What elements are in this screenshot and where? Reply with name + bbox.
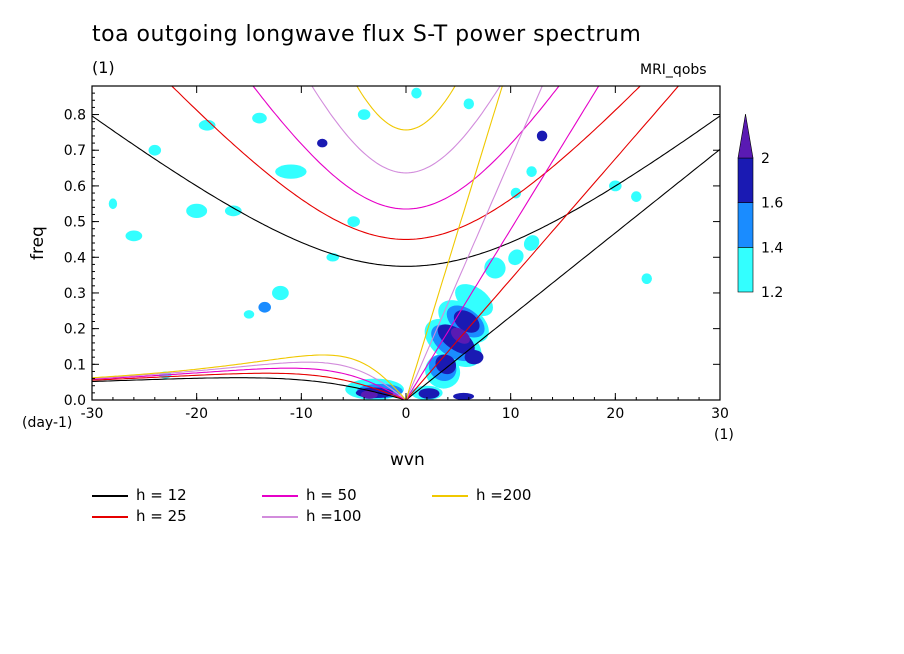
kelvin-curve [405,86,543,400]
power-blob [641,273,652,285]
power-blob [418,388,440,399]
axes: -30 -20 -10 0 10 20 30 0.0 0.1 0.2 0.3 0.4 0.5 0.6 0.7… [64,86,729,422]
rossby-curve [92,354,407,400]
kelvin-curve [405,86,680,400]
y-tick-label: 0.5 [64,215,86,231]
rossby-curve [92,367,407,400]
y-tick-label: 0.4 [64,250,86,266]
power-blob [275,164,307,179]
power-blob [317,138,328,148]
dataset-label: MRI_qobs [640,62,707,78]
spectral-power-blobs [108,87,652,400]
power-blob [258,301,271,313]
x-tick-label: -20 [185,406,208,422]
gravity-curve [92,115,720,267]
power-blob [523,235,540,251]
rossby-curve [92,361,407,400]
power-blob [536,130,548,142]
power-blob [526,166,537,177]
power-blob [357,109,371,120]
power-blob [252,112,267,124]
power-blob [464,350,484,365]
power-blob [510,187,522,199]
y-tick-label: 0.6 [64,179,86,195]
kelvin-curve [405,86,600,400]
x-unit-label: (1) [714,427,734,443]
y-tick-label: 0.8 [64,108,86,124]
x-tick-label: 10 [502,406,520,422]
plot-frame [91,85,721,401]
x-tick-label: -10 [290,406,313,422]
x-axis-label: wvn [390,450,425,470]
colorbar-label: 1.2 [761,285,783,301]
power-blob [198,119,216,131]
power-blob [108,198,118,210]
gravity-curve [356,86,456,131]
colorbar-label: 2 [761,151,770,167]
y-unit-label: (day-1) [22,415,73,431]
power-blob [463,98,475,110]
kelvin-curve [405,86,503,400]
power-blob [453,310,480,333]
power-blob [243,310,255,319]
x-tick-label: 0 [402,406,411,422]
power-blob [224,205,242,217]
colorbar-segment [737,247,754,293]
colorbar: 1.2 1.4 1.6 2 [737,113,783,301]
y-tick-label: 0.2 [64,322,86,338]
y-tick-label: 0.7 [64,143,86,159]
dispersion-curves [92,86,720,400]
power-blob [508,249,524,266]
x-tick-label: 30 [711,406,729,422]
chart-title: toa outgoing longwave flux S-T power spe… [92,22,642,47]
y-axis-label: freq [28,226,48,260]
rossby-curve [92,377,407,400]
colorbar-triangle [737,113,754,159]
power-blob [631,191,642,202]
rossby-curve [92,372,407,400]
y-tick-label: 0.1 [64,357,86,373]
gravity-curve [311,86,501,174]
power-blob [148,144,162,156]
kelvin-curve [405,148,720,400]
gravity-curve [171,86,641,240]
y-tick-label: 0.3 [64,286,86,302]
power-blob [453,392,475,400]
power-blob [272,285,289,301]
power-blob [360,390,378,399]
colorbar-label: 1.4 [761,240,783,256]
power-blob [347,216,360,227]
colorbar-segment [737,202,754,248]
x-tick-label: -30 [81,406,104,422]
units-label: (1) [92,58,115,77]
gravity-curve [252,86,560,210]
power-blob [125,230,143,242]
power-blob [411,87,422,99]
y-tick-label: 0.0 [64,393,86,409]
colorbar-segment [737,157,754,203]
power-blob [484,257,506,279]
power-blob [186,203,208,219]
colorbar-label: 1.6 [761,196,783,212]
x-tick-label: 20 [606,406,624,422]
